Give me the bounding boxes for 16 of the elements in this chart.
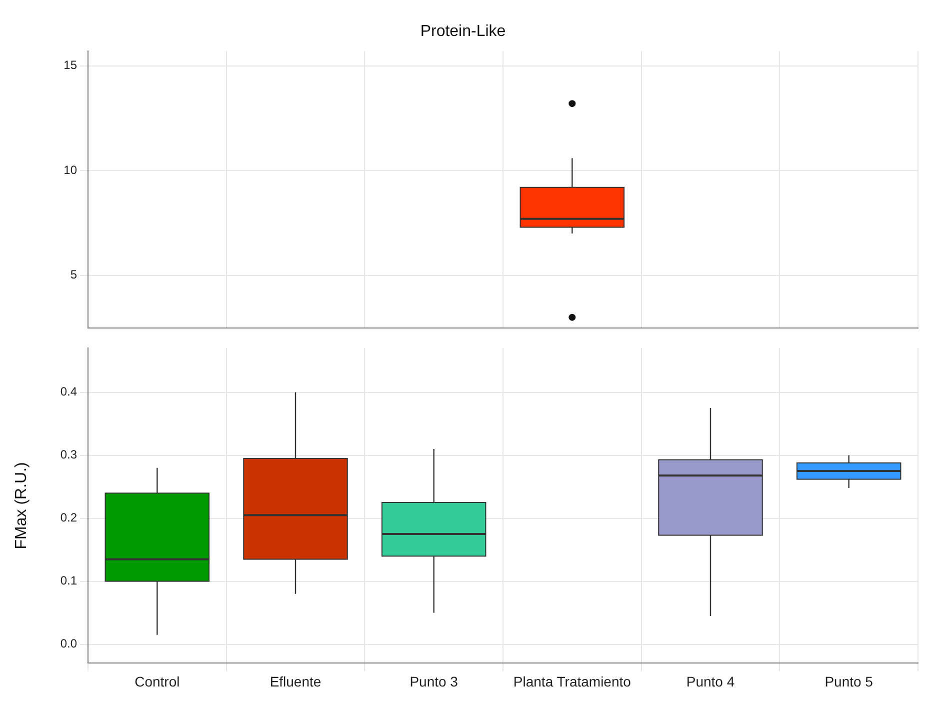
x-tick-label: Punto 3 <box>410 673 458 690</box>
y-tick-label: 0.1 <box>60 574 78 588</box>
y-axis-title: FMax (R.U.) <box>13 462 30 550</box>
y-tick-label: 0.2 <box>60 510 78 525</box>
x-tick-label: Control <box>134 673 180 690</box>
x-tick-label: Planta Tratamiento <box>513 673 632 690</box>
y-tick-label: 5 <box>70 268 78 282</box>
y-tick-label: 0.3 <box>60 448 78 462</box>
y-tick-label: 0.4 <box>60 384 78 399</box>
x-tick-label: Efluente <box>270 673 322 690</box>
x-tick-label: Punto 5 <box>824 673 874 690</box>
chart-title: Protein-Like <box>420 23 506 40</box>
y-tick-label: 15 <box>64 58 78 72</box>
x-tick-label: Punto 4 <box>686 673 735 690</box>
y-tick-label: 0.0 <box>60 636 78 651</box>
y-tick-label: 10 <box>64 162 78 177</box>
